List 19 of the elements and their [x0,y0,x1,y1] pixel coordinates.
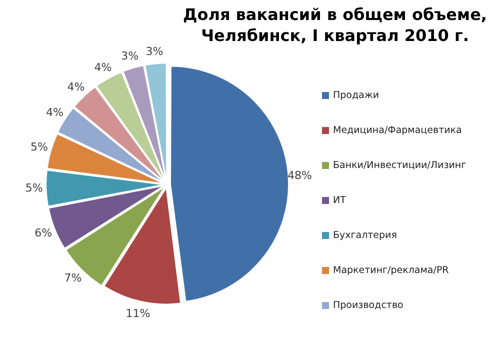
legend-label: Банки/Инвестиции/Лизинг [333,160,466,171]
data-label: 11% [126,307,150,320]
data-label: 48% [288,169,312,182]
legend-label: Производство [333,300,404,311]
data-label: 4% [94,60,112,74]
legend-label: ИТ [333,195,346,206]
data-label: 4% [46,106,64,120]
data-label: 4% [67,80,85,94]
data-label: 7% [64,271,82,284]
legend-label: Продажи [333,90,380,101]
data-label: 5% [30,140,48,154]
legend-label: Медицина/Фармацевтика [333,125,462,136]
chart-title: Доля вакансий в общем объеме, Челябинск, I квартал 2010 г. [182,4,488,46]
data-label: 3% [121,50,139,63]
legend-label: Маркетинг/реклама/PR [333,265,449,276]
data-label: 3% [146,44,164,58]
legend-label: Бухгалтерия [333,230,397,241]
data-label: 6% [34,226,52,240]
data-label: 5% [25,182,43,195]
